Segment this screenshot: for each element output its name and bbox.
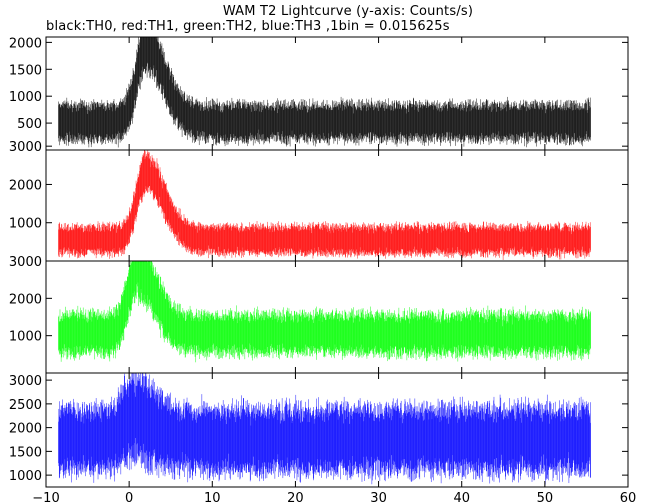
- panel-th3: 1000 1500 2000 2500 3000: [9, 372, 629, 488]
- y-tick-label: 1000: [9, 469, 42, 484]
- series-th2-trace: [58, 261, 591, 363]
- y-tick-label: 1500: [9, 63, 42, 78]
- y-tick-label: 2000: [9, 178, 42, 193]
- series-th3-trace: [58, 373, 591, 485]
- y-tick-label: 3000: [9, 374, 42, 389]
- series-th0-trace: [58, 37, 591, 148]
- panel-th1: 1000 2000 3000: [9, 140, 629, 262]
- y-tick-label: 2500: [9, 398, 42, 413]
- panel-frame: [45, 372, 629, 488]
- x-tick-label: 30: [370, 491, 387, 504]
- y-tick-label: 2000: [9, 292, 42, 307]
- y-tick-label: 3000: [9, 255, 42, 270]
- x-tick-label: 40: [453, 491, 470, 504]
- y-tick-label: 1500: [9, 445, 42, 460]
- x-tick-label: 20: [287, 491, 304, 504]
- x-tick-label: −10: [32, 491, 59, 504]
- y-tick-label: 500: [17, 117, 42, 132]
- y-tick-label: 2000: [9, 36, 42, 51]
- y-tick-label: 1000: [9, 90, 42, 105]
- chart-subtitle: black:TH0, red:TH1, green:TH2, blue:TH3 …: [46, 19, 450, 34]
- panel-th2: 1000 2000 3000: [9, 255, 629, 374]
- panels-group: 5001000150020001000200030001000200030001…: [9, 36, 629, 488]
- x-tick-label: 0: [125, 491, 133, 504]
- y-tick-label: 1000: [9, 217, 42, 232]
- series-th1-trace: [58, 150, 591, 260]
- x-tick-label: 50: [537, 491, 554, 504]
- x-axis: −10 0 10 20 30 40 50 60: [32, 491, 636, 504]
- panel-th0: 500 1000 1500 2000: [9, 36, 629, 151]
- y-tick-label: 2000: [9, 422, 42, 437]
- y-tick-label: 3000: [9, 140, 42, 155]
- x-tick-label: 60: [620, 491, 637, 504]
- x-tick-label: 10: [204, 491, 221, 504]
- chart-title: WAM T2 Lightcurve (y-axis: Counts/s): [223, 4, 473, 19]
- y-tick-label: 1000: [9, 330, 42, 345]
